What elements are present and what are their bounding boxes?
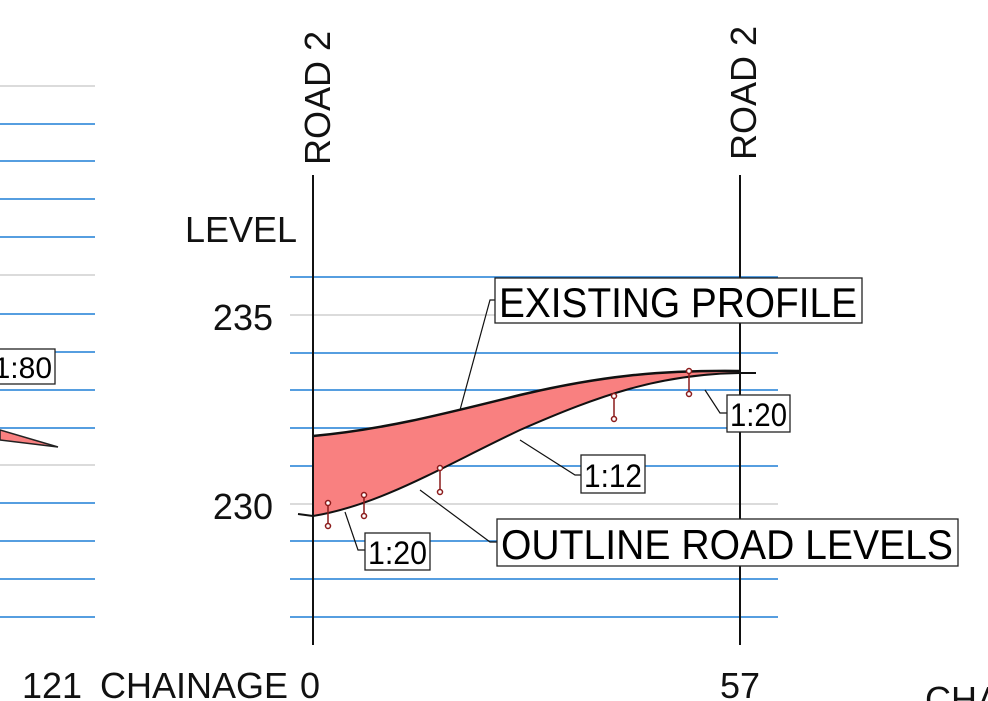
left-grid: 1:80	[0, 85, 95, 618]
outline-road-label: OUTLINE ROAD LEVELS	[501, 521, 953, 568]
chainage-value: 121	[22, 665, 82, 701]
chainage-label: CHAINAGE	[100, 665, 288, 701]
road-level-line	[297, 372, 756, 518]
label-box	[364, 532, 431, 571]
road-label: ROAD 2	[723, 26, 764, 160]
slope-label: 1:12	[584, 458, 642, 494]
chainage-tick: 0	[300, 665, 320, 701]
label-box	[726, 394, 791, 433]
level-tick: 230	[213, 486, 273, 527]
level-tick: 235	[213, 297, 273, 338]
existing-profile-line	[312, 369, 741, 438]
leaders	[344, 299, 727, 551]
slope-label: 1:20	[368, 535, 427, 571]
label-box	[0, 348, 56, 385]
level-markers	[324, 367, 693, 530]
cut-fill-area	[313, 370, 740, 516]
label-box	[580, 454, 646, 494]
chainage-tick: 57	[720, 665, 760, 701]
label-box	[494, 277, 863, 324]
level-label: LEVEL	[185, 209, 297, 250]
label-box	[496, 518, 959, 567]
slope-label: 1:80	[0, 352, 52, 385]
road-label: ROAD 2	[297, 31, 338, 165]
chainage-label: CHA	[925, 679, 988, 701]
slope-label: 1:20	[730, 397, 787, 433]
fill-area	[0, 429, 59, 448]
existing-profile-label: EXISTING PROFILE	[499, 279, 857, 326]
